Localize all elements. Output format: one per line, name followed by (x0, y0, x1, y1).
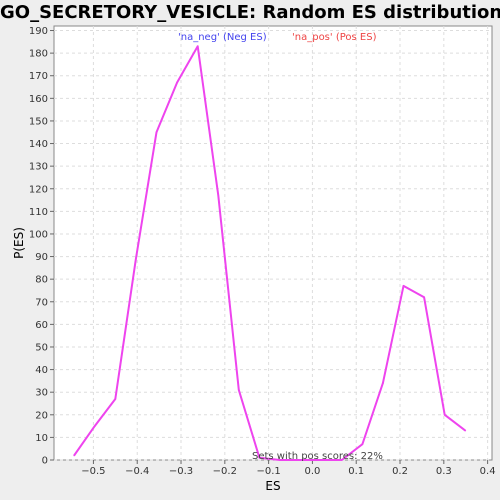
chart-title: GO_SECRETORY_VESICLE: Random ES distribu… (0, 2, 500, 23)
series-line (73, 45, 466, 461)
data-point (279, 459, 281, 461)
y-tick-label: 0 (42, 456, 48, 467)
y-tick-label: 110 (29, 207, 48, 218)
data-point (135, 258, 137, 260)
data-point (299, 459, 302, 461)
legend-pos-es: 'na_pos' (Pos ES) (292, 32, 377, 43)
y-axis-label: P(ES) (12, 227, 26, 259)
data-point (464, 429, 467, 432)
data-point (196, 45, 199, 48)
y-tick-label: 120 (29, 184, 48, 195)
y-axis: 0 10 20 30 40 50 60 70 80 90 100 110 120 130 140 150 160… (29, 26, 54, 467)
x-tick-label: 0.3 (436, 466, 452, 477)
data-point (320, 459, 322, 461)
x-tick-label: −0.1 (256, 466, 280, 477)
x-tick-label: −0.5 (81, 466, 105, 477)
data-point (361, 443, 364, 445)
x-tick-label: 0.4 (480, 466, 496, 477)
data-point (402, 285, 405, 287)
y-tick-label: 30 (35, 388, 48, 399)
y-tick-label: 140 (29, 139, 48, 150)
y-tick-label: 40 (35, 365, 48, 376)
plot-area (53, 25, 493, 461)
data-point (238, 389, 240, 391)
y-tick-label: 100 (29, 229, 48, 240)
x-tick-label: 0.0 (304, 466, 320, 477)
y-tick-label: 150 (29, 116, 48, 127)
y-tick-label: 130 (29, 162, 48, 173)
legend-neg-es: 'na_neg' (Neg ES) (178, 32, 267, 43)
y-tick-label: 90 (35, 252, 48, 263)
y-tick-label: 160 (29, 94, 48, 105)
grid (54, 26, 492, 461)
data-point (340, 459, 343, 461)
y-tick-label: 190 (29, 26, 48, 37)
y-tick-label: 170 (29, 71, 48, 82)
x-tick-label: −0.3 (169, 466, 193, 477)
y-tick-label: 70 (35, 297, 48, 308)
data-point (423, 296, 425, 299)
y-tick-label: 20 (35, 410, 48, 421)
x-tick-label: −0.4 (125, 466, 149, 477)
x-tick-label: 0.2 (392, 466, 408, 477)
x-tick-label: −0.2 (213, 466, 237, 477)
y-tick-label: 10 (35, 433, 48, 444)
data-point (155, 131, 158, 134)
x-tick-label: 0.1 (348, 466, 364, 477)
data-point (73, 454, 75, 457)
pos-score-annotation: Sets with pos scores: 22% (252, 451, 383, 462)
data-point (114, 398, 117, 400)
y-tick-label: 50 (35, 342, 48, 353)
y-tick-label: 60 (35, 320, 48, 331)
x-axis-label: ES (265, 479, 280, 493)
data-point (443, 413, 446, 416)
data-point (93, 425, 96, 427)
data-point (176, 81, 178, 84)
data-point (258, 456, 261, 459)
data-point (217, 194, 220, 197)
y-tick-label: 180 (29, 49, 48, 60)
data-point (382, 382, 384, 384)
series-group (73, 45, 467, 461)
y-tick-label: 80 (35, 275, 48, 286)
x-axis: −0.5 −0.4 −0.3 −0.2 −0.1 0.0 0.1 0.2 0.3 0.4 (81, 460, 496, 477)
